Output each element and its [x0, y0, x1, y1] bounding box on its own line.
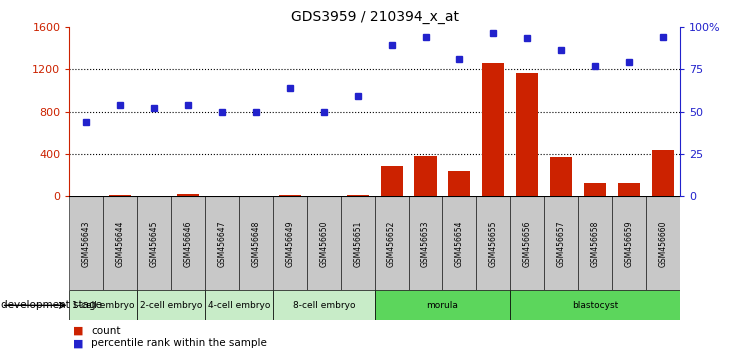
Bar — [205, 196, 239, 290]
Bar — [110, 195, 132, 196]
Bar — [273, 196, 307, 290]
Text: GSM456651: GSM456651 — [353, 220, 362, 267]
Bar — [510, 290, 680, 320]
Bar — [578, 196, 612, 290]
Bar — [205, 290, 273, 320]
Bar — [612, 196, 646, 290]
Bar — [510, 196, 544, 290]
Bar — [346, 195, 368, 196]
Text: GSM456644: GSM456644 — [115, 220, 125, 267]
Text: GSM456657: GSM456657 — [556, 220, 566, 267]
Text: GSM456646: GSM456646 — [183, 220, 193, 267]
Bar — [414, 156, 436, 196]
Bar — [409, 196, 442, 290]
Text: ■: ■ — [73, 338, 83, 348]
Text: 8-cell embryo: 8-cell embryo — [292, 301, 355, 310]
Bar — [177, 194, 199, 196]
Text: development stage: development stage — [1, 300, 102, 310]
Text: 2-cell embryo: 2-cell embryo — [140, 301, 202, 310]
Text: GSM456658: GSM456658 — [591, 220, 599, 267]
Bar — [239, 196, 273, 290]
Bar — [341, 196, 375, 290]
Bar — [171, 196, 205, 290]
Text: GSM456655: GSM456655 — [489, 220, 498, 267]
Bar — [550, 157, 572, 196]
Bar — [307, 196, 341, 290]
Text: GSM456643: GSM456643 — [82, 220, 91, 267]
Text: GSM456653: GSM456653 — [421, 220, 430, 267]
Bar — [618, 183, 640, 196]
Bar — [482, 63, 504, 196]
Text: GSM456654: GSM456654 — [455, 220, 464, 267]
Text: 4-cell embryo: 4-cell embryo — [208, 301, 270, 310]
Text: GSM456660: GSM456660 — [659, 220, 667, 267]
Bar — [516, 73, 538, 196]
Bar — [375, 290, 510, 320]
Text: percentile rank within the sample: percentile rank within the sample — [91, 338, 268, 348]
Bar — [69, 196, 103, 290]
Text: blastocyst: blastocyst — [572, 301, 618, 310]
Bar — [279, 195, 301, 196]
Bar — [442, 196, 477, 290]
Bar — [273, 290, 375, 320]
Text: GSM456649: GSM456649 — [285, 220, 295, 267]
Text: GSM456647: GSM456647 — [218, 220, 227, 267]
Bar — [477, 196, 510, 290]
Text: GSM456659: GSM456659 — [624, 220, 634, 267]
Text: morula: morula — [426, 301, 458, 310]
Text: GSM456650: GSM456650 — [319, 220, 328, 267]
Bar — [652, 150, 674, 196]
Bar — [375, 196, 409, 290]
Bar — [646, 196, 680, 290]
Text: GSM456652: GSM456652 — [387, 220, 396, 267]
Text: ■: ■ — [73, 326, 83, 336]
Bar — [137, 290, 205, 320]
Bar — [69, 290, 137, 320]
Bar — [137, 196, 171, 290]
Text: count: count — [91, 326, 121, 336]
Bar — [584, 183, 606, 196]
Text: GSM456645: GSM456645 — [150, 220, 159, 267]
Text: GSM456648: GSM456648 — [251, 220, 260, 267]
Bar — [103, 196, 137, 290]
Title: GDS3959 / 210394_x_at: GDS3959 / 210394_x_at — [291, 10, 458, 24]
Bar — [544, 196, 578, 290]
Text: 1-cell embryo: 1-cell embryo — [72, 301, 135, 310]
Bar — [448, 171, 471, 196]
Bar — [381, 166, 403, 196]
Text: GSM456656: GSM456656 — [523, 220, 531, 267]
